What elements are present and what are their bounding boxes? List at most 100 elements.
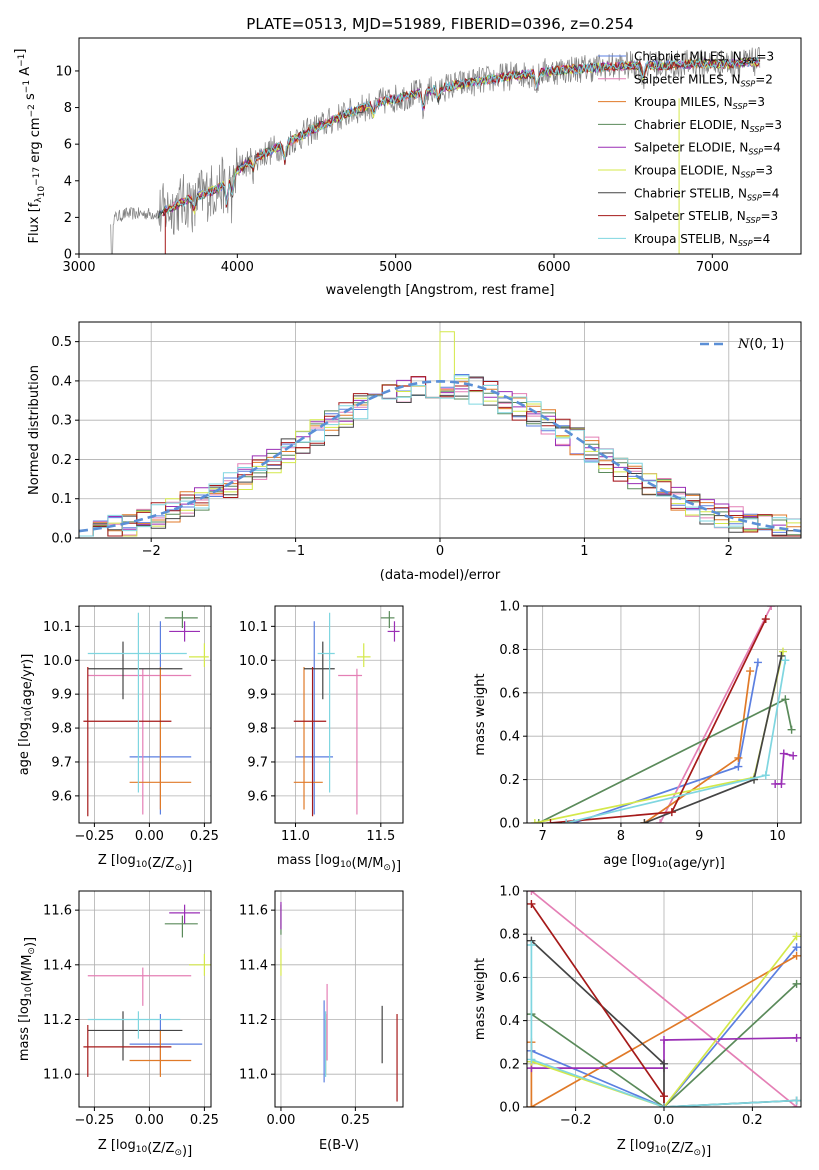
y-tick-label: 10.1 [43, 620, 72, 635]
y-tick-label: 0.5 [51, 335, 72, 350]
x-axis-label: Z [log10(Z/Z⊙)] [98, 853, 192, 874]
y-tick-label: 0 [64, 248, 72, 263]
weight-line [531, 946, 798, 1107]
weight-vs-Z-panel: −0.2 0.0 0.2 0.0 0.2 0.4 0.6 0.8 1.0 Z [log10(Z/Z… [473, 885, 802, 1159]
y-tick-label: 10.0 [239, 654, 268, 669]
y-tick-label: 9.7 [247, 755, 268, 770]
axes-frame [274, 890, 404, 1108]
y-tick-label: 0.6 [499, 971, 520, 986]
x-tick-label: 9 [695, 829, 703, 844]
y-tick-label: 1.0 [499, 600, 520, 615]
x-tick-label: 11.5 [366, 829, 395, 844]
x-tick-label: 2 [725, 544, 733, 559]
axes-frame [78, 605, 212, 824]
axes-frame [526, 890, 802, 1108]
weight-point [792, 943, 801, 952]
legend-label: Kroupa STELIB, NSSP=4 [634, 232, 770, 248]
weight-point [761, 771, 770, 780]
y-tick-label: 0.1 [51, 492, 72, 507]
y-tick-label: 11.6 [43, 904, 72, 919]
weight-line [530, 983, 798, 1107]
legend-label: N(0, 1) [737, 337, 784, 352]
x-axis-label: wavelength [Angstrom, rest frame] [326, 283, 555, 298]
mass-vs-Z-panel: −0.25 0.00 0.25 11.0 11.2 11.4 11.6 Z [log10(Z/… [17, 890, 219, 1159]
y-tick-label: 6 [64, 138, 72, 153]
x-axis-label: E(B-V) [319, 1138, 359, 1153]
x-axis-label: Z [log10(Z/Z⊙)] [617, 1138, 711, 1159]
y-tick-label: 9.9 [51, 688, 72, 703]
weight-point [792, 951, 801, 960]
legend-label: Chabrier MILES, NSSP=3 [634, 50, 774, 66]
y-tick-label: 0.6 [499, 686, 520, 701]
y-tick-label: 0.2 [51, 453, 72, 468]
y-tick-label: 8 [64, 101, 72, 116]
weight-line [531, 1037, 797, 1069]
weight-point [792, 1033, 801, 1042]
y-tick-label: 9.6 [247, 789, 268, 804]
y-tick-label: 0.0 [51, 532, 72, 547]
weight-point [660, 1059, 668, 1068]
weight-point [734, 753, 743, 762]
weight-point [546, 819, 555, 823]
x-tick-label: 0.00 [266, 1113, 295, 1128]
weight-point [781, 656, 790, 665]
legend-label: Chabrier STELIB, NSSP=4 [634, 186, 779, 202]
y-tick-label: 0.4 [51, 374, 72, 389]
weight-point [777, 779, 786, 788]
y-tick-label: 9.9 [247, 688, 268, 703]
weight-point [660, 1103, 668, 1107]
weight-line [530, 945, 797, 1107]
y-tick-label: 0.8 [499, 928, 520, 943]
y-axis-label: mass [log10(M/M⊙)] [17, 937, 38, 1061]
y-tick-label: 1.0 [499, 885, 520, 900]
x-tick-label: 0.00 [135, 1113, 164, 1128]
weight-point [530, 819, 539, 823]
x-tick-label: 8 [617, 829, 625, 844]
x-tick-label: −0.25 [74, 1113, 114, 1128]
x-axis-label: Z [log10(Z/Z⊙)] [98, 1138, 192, 1159]
weight-point [777, 651, 786, 660]
axes-frame [78, 321, 802, 539]
y-tick-label: 10 [55, 64, 72, 79]
weight-point [792, 932, 801, 941]
y-tick-label: 0.4 [499, 1014, 520, 1029]
y-tick-label: 9.8 [51, 722, 72, 737]
y-tick-label: 11.0 [239, 1068, 268, 1083]
weight-point [792, 1096, 801, 1105]
y-axis-label: Flux [fλ10−17 erg cm−2 s−1 A−1] [13, 49, 47, 244]
weight-point [781, 695, 790, 704]
weight-point [527, 1055, 536, 1064]
weight-point [562, 819, 571, 823]
y-axis-label: Normed distribution [27, 365, 42, 495]
legend-label: Salpeter MILES, NSSP=2 [634, 72, 773, 88]
y-tick-label: 0.0 [499, 1101, 520, 1116]
x-tick-label: −2 [142, 544, 161, 559]
weight-point [660, 1036, 668, 1045]
axes-frame [526, 605, 802, 824]
y-tick-label: 10.0 [43, 654, 72, 669]
weight-point [527, 891, 536, 895]
weight-point [534, 819, 543, 823]
y-axis-label: mass weight [473, 673, 488, 755]
weight-line [659, 606, 773, 823]
y-axis-label: mass weight [473, 958, 488, 1040]
x-tick-label: 11.0 [281, 829, 310, 844]
y-axis-label: age [log10(age/yr)] [17, 654, 35, 776]
x-axis-label: age [log10(age/yr)] [603, 853, 725, 871]
weight-line [530, 891, 798, 1107]
y-tick-label: 11.6 [239, 904, 268, 919]
model-spectrum [167, 56, 761, 214]
spectrum-panel: 3000 4000 5000 6000 7000 0 2 4 6 8 10 wavelength [A… [13, 37, 802, 298]
x-tick-label: 0 [436, 544, 444, 559]
weight-point [792, 979, 801, 988]
weight-point [746, 667, 755, 676]
figure-title: PLATE=0513, MJD=51989, FIBERID=0396, z=0… [246, 15, 633, 33]
x-tick-label: −0.25 [74, 829, 114, 844]
y-tick-label: 11.2 [43, 1013, 72, 1028]
weight-point [667, 808, 676, 817]
weight-point [660, 1092, 668, 1101]
weight-point [761, 615, 770, 624]
x-tick-label: 0.0 [654, 1113, 675, 1128]
y-tick-label: 0.2 [499, 773, 520, 788]
